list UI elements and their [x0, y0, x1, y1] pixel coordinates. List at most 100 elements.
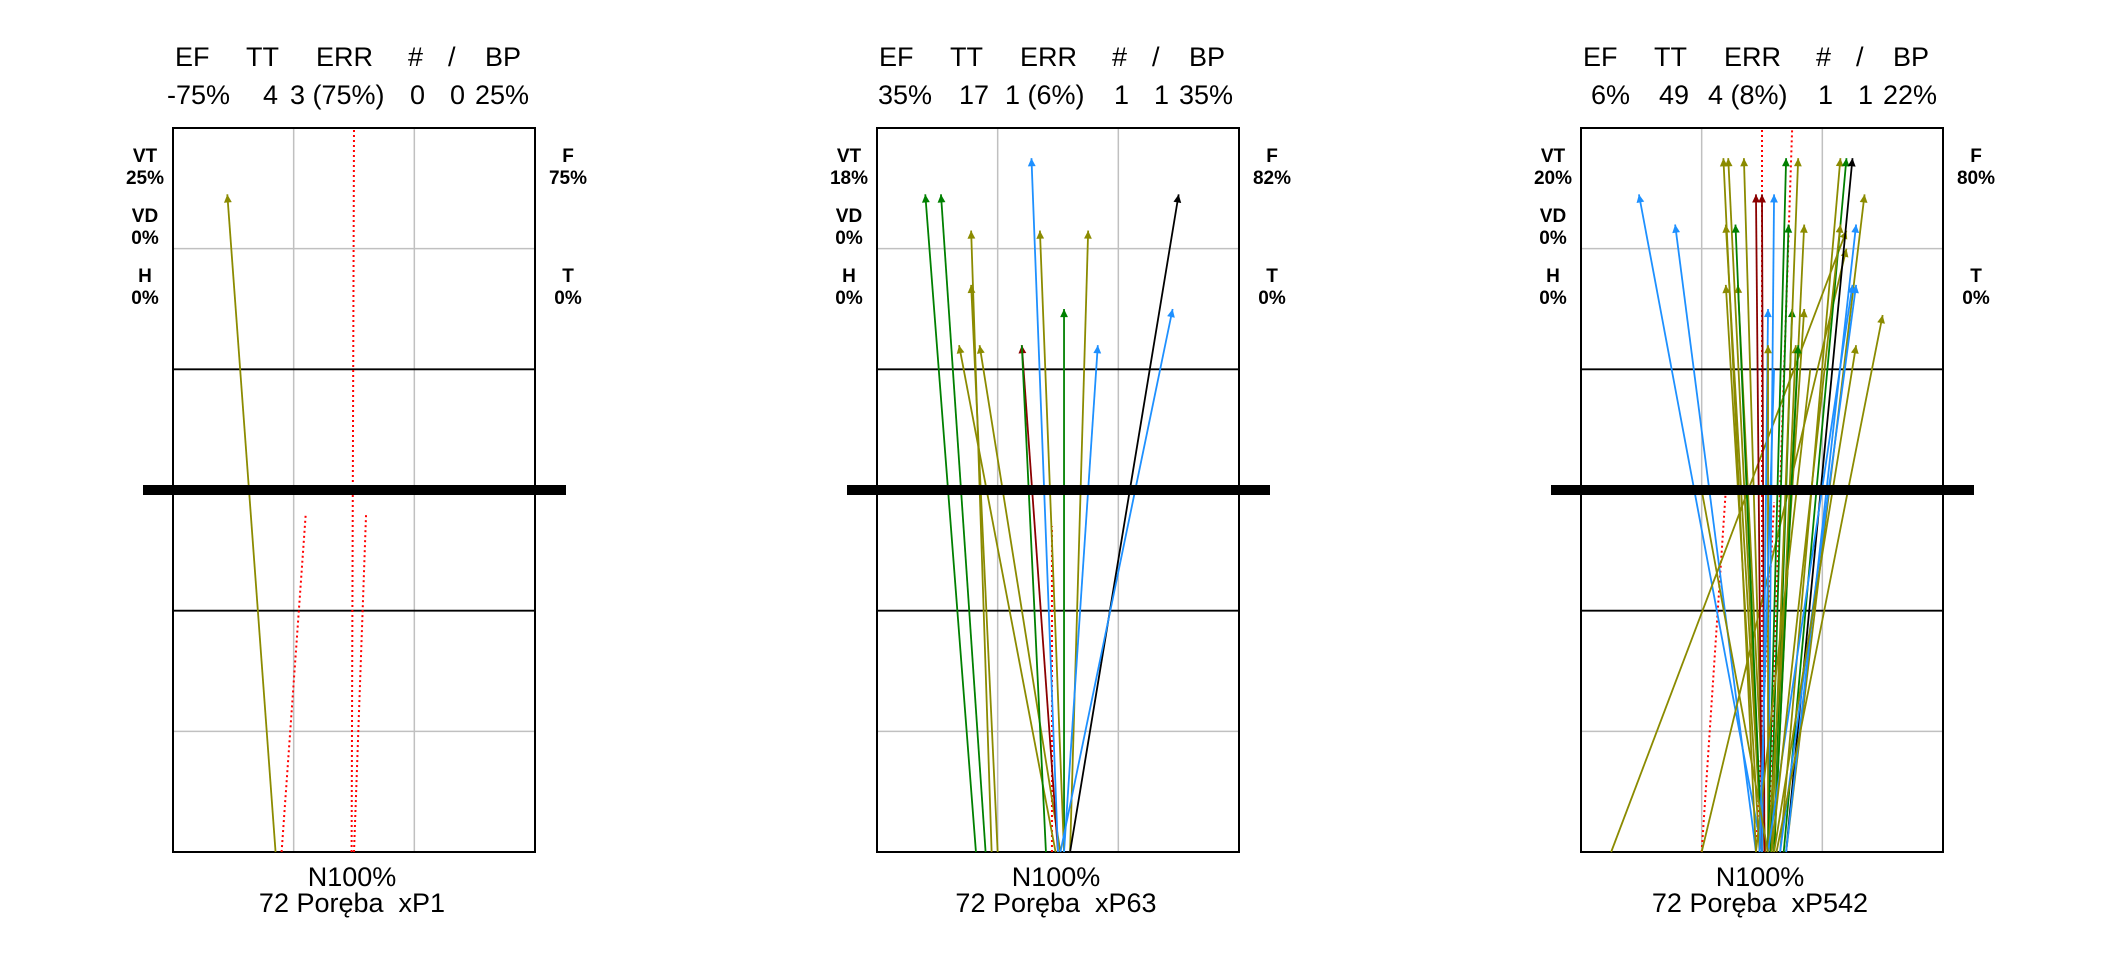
- label-h: H 0%: [1539, 266, 1567, 309]
- value-ef: 35%: [878, 80, 933, 110]
- header-bp: BP: [1189, 42, 1226, 72]
- header-hash: #: [408, 42, 424, 72]
- trajectory-arrowhead: [1770, 194, 1778, 203]
- header-tt: TT: [246, 42, 279, 72]
- attack-trajectory: [1724, 284, 1761, 853]
- header-slash: /: [1856, 42, 1864, 72]
- trajectory-arrowhead: [1731, 224, 1740, 233]
- attack-trajectory: [1020, 345, 1059, 853]
- header-ef: EF: [879, 42, 914, 72]
- attack-trajectory: [226, 194, 277, 853]
- footer-line-2: 72 Poręba xP542: [1651, 888, 1869, 918]
- label-t: T 0%: [554, 266, 582, 309]
- trajectory-arrowhead: [1850, 345, 1859, 354]
- attack-trajectory: [1779, 284, 1858, 853]
- trajectory-arrowhead: [1740, 158, 1749, 167]
- attack-trajectory: [1758, 369, 1775, 853]
- label-f: F 80%: [1956, 146, 1996, 189]
- trajectory-arrowhead: [1793, 158, 1802, 167]
- label-h: H 0%: [131, 266, 159, 309]
- header-hash: #: [1112, 42, 1128, 72]
- trajectory-arrowhead: [956, 345, 965, 354]
- trajectory-arrowhead: [1752, 194, 1760, 203]
- trajectory-arrowhead: [1036, 230, 1045, 239]
- attack-trajectory: [970, 230, 993, 853]
- trajectory-arrowhead: [1758, 194, 1766, 203]
- trajectory-arrowhead: [223, 194, 232, 203]
- error-trajectory: [280, 514, 307, 853]
- value-hash: 1: [1114, 80, 1130, 110]
- header-ef: EF: [1583, 42, 1618, 72]
- label-vt: VT 18%: [829, 146, 869, 189]
- label-vd: VD 0%: [131, 206, 159, 249]
- attack-trajectory: [1069, 194, 1180, 853]
- footer-line-1: N100%: [1011, 862, 1101, 892]
- court-panel-1: EF TT ERR # / BP -75% 4 3 (75%) 0 0 25% …: [0, 0, 704, 960]
- value-tt: 49: [1659, 80, 1690, 110]
- label-h: H 0%: [835, 266, 863, 309]
- trajectory-arrowhead: [1636, 194, 1645, 204]
- header-err: ERR: [316, 42, 374, 72]
- value-ef: 6%: [1591, 80, 1631, 110]
- attack-trajectory: [1773, 345, 1800, 853]
- court-panel-2: EF TT ERR # / BP 35% 17 1 (6%) 1 1 35% V…: [704, 0, 1408, 960]
- value-err: 3 (75%): [290, 80, 385, 110]
- value-err: 4 (8%): [1708, 80, 1788, 110]
- attack-trajectory: [1755, 369, 1812, 853]
- value-ef: -75%: [167, 80, 231, 110]
- value-slash: 1: [1858, 80, 1874, 110]
- trajectory-arrowhead: [1799, 309, 1808, 318]
- value-slash: 1: [1154, 80, 1170, 110]
- error-trajectory: [353, 514, 368, 853]
- value-bp: 25%: [475, 80, 530, 110]
- value-bp: 35%: [1179, 80, 1234, 110]
- attack-trajectory: [1700, 489, 1769, 853]
- trajectory-arrowhead: [1799, 224, 1808, 233]
- label-t: T 0%: [1962, 266, 1990, 309]
- trajectory-arrowhead: [1877, 315, 1885, 324]
- trajectory-arrowhead: [1835, 224, 1844, 234]
- trajectory-arrowhead: [1851, 224, 1860, 234]
- attack-trajectory: [1770, 224, 1842, 853]
- trajectory-arrowhead: [1084, 230, 1092, 239]
- attack-trajectory: [978, 345, 1062, 853]
- value-tt: 4: [263, 80, 279, 110]
- attack-trajectory: [1063, 345, 1099, 853]
- value-slash: 0: [450, 80, 466, 110]
- header-bp: BP: [485, 42, 522, 72]
- label-t: T 0%: [1258, 266, 1286, 309]
- footer-line-2: 72 Poręba xP63: [955, 888, 1157, 918]
- trajectory-arrowhead: [1764, 345, 1772, 354]
- court-chart-3: [1551, 127, 1974, 853]
- header-hash: #: [1816, 42, 1832, 72]
- attack-trajectory: [940, 194, 987, 853]
- footer-line-1: N100%: [1715, 862, 1805, 892]
- trajectory-arrowhead: [967, 230, 976, 239]
- trajectory-arrowhead: [1173, 194, 1182, 204]
- attack-trajectory: [970, 284, 999, 853]
- trajectory-arrowhead: [1859, 194, 1868, 203]
- header-slash: /: [448, 42, 456, 72]
- header-tt: TT: [950, 42, 983, 72]
- attack-trajectory: [1734, 224, 1763, 853]
- trajectory-arrowhead: [967, 284, 976, 294]
- court-panel-3: EF TT ERR # / BP 6% 49 4 (8%) 1 1 22% VT…: [1408, 0, 2112, 960]
- attack-trajectory: [924, 194, 977, 853]
- attack-trajectory: [1020, 345, 1047, 853]
- trajectory-arrowhead: [1093, 345, 1102, 354]
- value-err: 1 (6%): [1005, 80, 1085, 110]
- label-vd: VD 0%: [1539, 206, 1567, 249]
- label-vt: VT 25%: [125, 146, 165, 189]
- value-tt: 17: [959, 80, 990, 110]
- attack-trajectory: [1767, 158, 1788, 853]
- header-tt: TT: [1654, 42, 1687, 72]
- trajectory-arrowhead: [1784, 224, 1793, 233]
- attack-trajectory: [1700, 248, 1848, 853]
- error-trajectory: [1700, 489, 1727, 853]
- attack-trajectory: [1674, 224, 1757, 853]
- trajectory-arrowhead: [1672, 224, 1681, 234]
- trajectory-arrowhead: [1793, 345, 1802, 354]
- header-bp: BP: [1893, 42, 1930, 72]
- trajectory-arrowhead: [1835, 158, 1844, 167]
- attack-trajectory: [1724, 224, 1763, 853]
